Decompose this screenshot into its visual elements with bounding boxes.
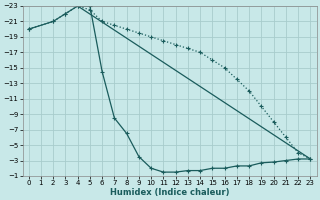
X-axis label: Humidex (Indice chaleur): Humidex (Indice chaleur): [110, 188, 229, 197]
